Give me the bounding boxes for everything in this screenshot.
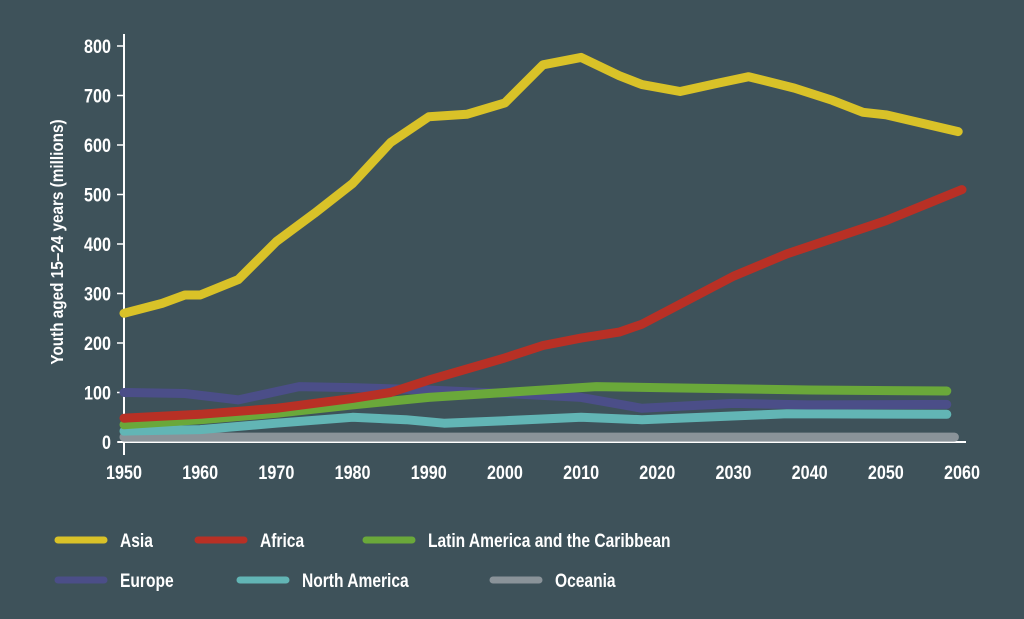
legend-label: Europe [120, 570, 174, 592]
x-tick-label: 2010 [563, 462, 599, 484]
y-tick-label: 400 [84, 234, 111, 256]
y-tick-label: 300 [84, 283, 111, 305]
x-tick-label: 2000 [487, 462, 523, 484]
legend-item: Latin America and the Caribbean [362, 530, 670, 552]
series-line-north-america [119, 409, 952, 436]
legend-item: Africa [194, 530, 304, 552]
x-tick-label: 2040 [792, 462, 828, 484]
x-tick-label: 2050 [868, 462, 904, 484]
x-tick-label: 1970 [258, 462, 294, 484]
y-tick-label: 500 [84, 184, 111, 206]
y-tick-label: 200 [84, 333, 111, 355]
x-tick-label: 2060 [944, 462, 980, 484]
legend-item: Europe [54, 570, 174, 592]
x-tick-label: 1960 [182, 462, 218, 484]
legend-item: Asia [54, 530, 153, 552]
legend-label: Latin America and the Caribbean [428, 530, 670, 552]
x-tick-label: 1980 [335, 462, 371, 484]
y-tick-label: 700 [84, 85, 111, 107]
x-tick-label: 1990 [411, 462, 447, 484]
legend-item: Oceania [489, 570, 616, 592]
legend-label: Africa [260, 530, 304, 552]
x-tick-label: 2020 [639, 462, 675, 484]
series-line-africa [119, 185, 967, 423]
x-tick-label: 1950 [106, 462, 142, 484]
y-tick-label: 800 [84, 36, 111, 58]
legend-label: North America [302, 570, 409, 592]
series-line-asia [119, 52, 963, 318]
legend-item: North America [236, 570, 409, 592]
y-tick-label: 100 [84, 382, 111, 404]
legend-label: Asia [120, 530, 153, 552]
y-tick-label: 0 [102, 432, 111, 454]
series-line-latin-america-and-the-caribbean [119, 382, 952, 430]
x-tick-label: 2030 [715, 462, 751, 484]
y-tick-label: 600 [84, 135, 111, 157]
y-axis-label: Youth aged 15–24 years (millions) [47, 119, 67, 364]
legend-label: Oceania [555, 570, 616, 592]
